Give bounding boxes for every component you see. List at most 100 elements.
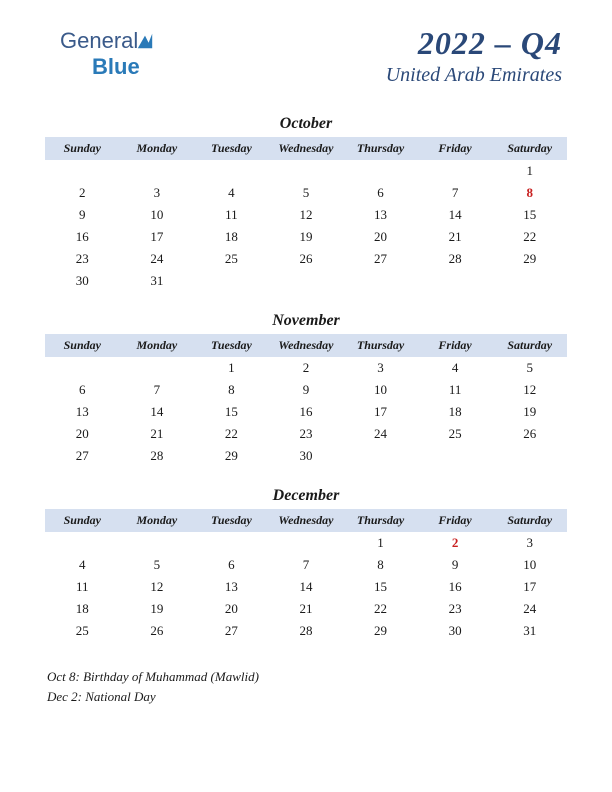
calendar-cell: 5 [492,357,567,379]
calendar-cell: 8 [343,554,418,576]
calendar-cell [269,270,344,292]
calendar-cell: 1 [343,532,418,554]
month-title: November [45,312,567,330]
calendar-cell [120,532,195,554]
calendar-row: 23242526272829 [45,248,567,270]
calendar-cell: 6 [45,379,120,401]
day-header: Friday [418,137,493,160]
day-header: Tuesday [194,334,269,357]
calendar-cell: 12 [120,576,195,598]
calendar-cell: 15 [194,401,269,423]
calendar-cell [45,532,120,554]
calendar-cell: 30 [418,620,493,642]
calendar-cell: 23 [269,423,344,445]
footnote-line: Dec 2: National Day [47,687,567,707]
month-title: October [45,115,567,133]
calendar-cell [269,160,344,182]
calendar-cell: 29 [194,445,269,467]
calendar-cell: 30 [269,445,344,467]
calendar-cell [194,270,269,292]
month-block: DecemberSundayMondayTuesdayWednesdayThur… [45,487,567,642]
calendar-cell: 19 [492,401,567,423]
calendar-cell: 12 [269,204,344,226]
calendar-cell: 14 [120,401,195,423]
day-header: Friday [418,334,493,357]
calendar-cell: 27 [343,248,418,270]
calendar-row: 20212223242526 [45,423,567,445]
calendar-cell: 14 [418,204,493,226]
calendar-cell [45,160,120,182]
logo: General Blue [60,28,154,80]
day-header: Tuesday [194,509,269,532]
calendar-row: 45678910 [45,554,567,576]
logo-text-2: Blue [92,54,140,79]
calendar-cell: 27 [194,620,269,642]
month-block: November SundayMondayTuesdayWednesdayThur… [45,312,567,467]
calendar-cell [343,270,418,292]
calendar-cell: 24 [343,423,418,445]
calendar-cell: 29 [492,248,567,270]
calendar-cell: 7 [418,182,493,204]
day-header: Monday [120,509,195,532]
calendar-cell: 10 [492,554,567,576]
calendar-cell: 27 [45,445,120,467]
day-header: Friday [418,509,493,532]
calendar-cell: 20 [194,598,269,620]
calendar-cell: 3 [120,182,195,204]
calendar-cell: 13 [194,576,269,598]
calendar-cell: 9 [269,379,344,401]
calendar-cell: 5 [120,554,195,576]
calendar-row: 13141516171819 [45,401,567,423]
day-header: Wednesday [269,137,344,160]
calendar-row: 18192021222324 [45,598,567,620]
day-header: Monday [120,334,195,357]
calendar-row: 16171819202122 [45,226,567,248]
calendar-cell: 6 [343,182,418,204]
calendar-cell: 2 [418,532,493,554]
calendar-cell [492,270,567,292]
calendar-cell: 9 [418,554,493,576]
calendar-cell [343,445,418,467]
logo-text-1: General [60,28,138,53]
calendar-cell [120,357,195,379]
footnotes: Oct 8: Birthday of Muhammad (Mawlid) Dec… [45,667,567,706]
calendar-row: 27282930 [45,445,567,467]
calendar-cell: 25 [418,423,493,445]
calendar-table: SundayMondayTuesdayWednesdayThursdayFrid… [45,334,567,467]
calendar-cell: 24 [492,598,567,620]
day-header: Monday [120,137,195,160]
day-header: Saturday [492,137,567,160]
day-header: Thursday [343,334,418,357]
calendar-cell: 4 [45,554,120,576]
day-header: Wednesday [269,334,344,357]
day-header: Wednesday [269,509,344,532]
day-header: Sunday [45,509,120,532]
calendar-row: 6789101112 [45,379,567,401]
calendar-cell: 5 [269,182,344,204]
calendar-cell [418,445,493,467]
calendar-cell: 17 [492,576,567,598]
calendar-cell: 20 [343,226,418,248]
calendar-cell: 21 [418,226,493,248]
calendar-cell [194,532,269,554]
calendar-cell: 25 [194,248,269,270]
calendar-cell: 15 [343,576,418,598]
day-header: Saturday [492,334,567,357]
calendar-row: 11121314151617 [45,576,567,598]
logo-icon [136,30,154,48]
calendar-cell: 11 [418,379,493,401]
month-title: December [45,487,567,505]
calendar-cell: 16 [45,226,120,248]
day-header: Sunday [45,334,120,357]
calendar-cell: 8 [492,182,567,204]
calendar-cell: 2 [45,182,120,204]
calendar-cell: 23 [418,598,493,620]
calendar-cell: 18 [194,226,269,248]
calendar-cell: 16 [418,576,493,598]
calendar-cell: 22 [492,226,567,248]
calendar-cell: 7 [120,379,195,401]
calendar-cell [418,160,493,182]
calendar-cell: 19 [120,598,195,620]
calendar-cell: 29 [343,620,418,642]
calendar-cell: 18 [418,401,493,423]
